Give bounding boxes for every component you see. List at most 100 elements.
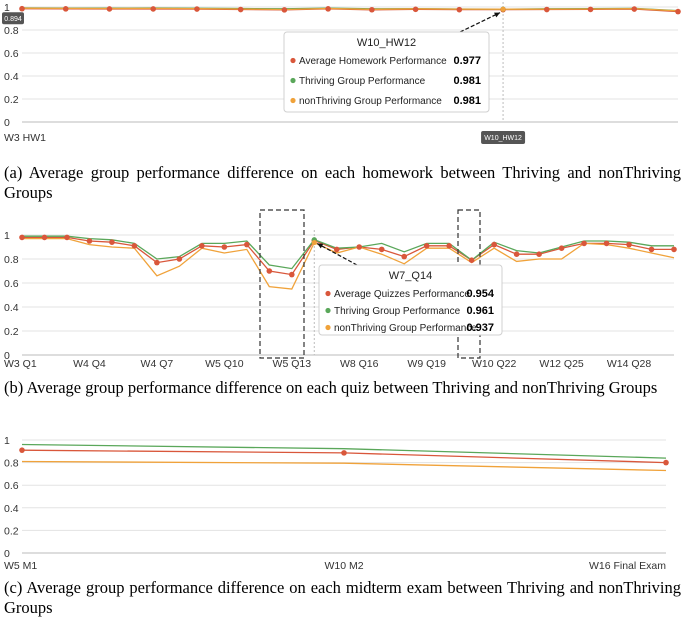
series-line-2 <box>22 237 675 290</box>
tooltip-box <box>283 31 490 113</box>
x-hover-badge-text: W10_HW12 <box>484 135 522 142</box>
data-point <box>675 8 681 15</box>
x-tick-label: W4 Q7 <box>141 358 174 370</box>
data-point <box>199 243 205 249</box>
y-tick-label: 0.8 <box>4 458 19 470</box>
tooltip-arrow-head <box>317 243 324 249</box>
data-point <box>456 6 463 13</box>
x-tick-label: W5 M1 <box>4 560 37 572</box>
data-point <box>106 6 113 12</box>
data-point <box>341 450 347 456</box>
data-point <box>356 244 363 250</box>
data-point <box>468 257 475 263</box>
data-point <box>671 246 677 253</box>
quiz-performance-chart: 0 0.2 0.4 0.6 0.8 1 W3 Q1 W4 Q4 W4 Q7 W5 Q10 W5 Q1… <box>4 209 677 370</box>
series-line-2 <box>21 460 667 472</box>
data-point <box>513 251 520 257</box>
x-tick-label: W10 Q22 <box>472 358 517 370</box>
data-point <box>581 240 587 247</box>
data-point <box>19 447 25 453</box>
data-point <box>631 6 638 12</box>
x-tick-label: W3 Q1 <box>4 358 37 370</box>
tooltip-label: Thriving Group Performance <box>299 76 426 87</box>
tooltip-marker <box>290 77 296 84</box>
data-point <box>281 7 288 13</box>
data-point <box>244 241 250 248</box>
data-point <box>536 251 542 257</box>
data-point <box>19 234 25 241</box>
tooltip-title: W7_Q14 <box>389 270 432 282</box>
x-tick-label: W5 Q10 <box>205 358 244 370</box>
data-point <box>587 6 594 13</box>
hover-point <box>500 6 506 12</box>
data-point <box>648 246 655 253</box>
tooltip-label: Average Homework Performance <box>299 56 447 67</box>
x-tick-label: W9 Q19 <box>407 358 446 370</box>
tooltip-value: 0.954 <box>466 288 494 300</box>
data-point <box>401 253 408 260</box>
y-tick-label: 0 <box>4 350 10 362</box>
data-point <box>176 256 183 262</box>
data-point <box>288 271 295 278</box>
tooltip-marker <box>290 57 296 64</box>
tooltip-label: Thriving Group Performance <box>334 306 461 317</box>
data-point <box>378 246 385 253</box>
data-point <box>491 241 497 248</box>
data-point <box>109 239 115 245</box>
data-point <box>86 238 93 244</box>
x-tick-label: W14 Q28 <box>607 358 652 370</box>
data-point <box>41 234 48 241</box>
tooltip-arrow <box>459 12 501 33</box>
y-tick-label: 1 <box>4 435 10 447</box>
y-tick-label: 0.2 <box>4 94 19 106</box>
y-tick-label: 1 <box>4 2 10 14</box>
tooltip-marker <box>325 324 331 331</box>
data-point <box>64 234 70 241</box>
x-hover-badge <box>481 131 526 144</box>
x-tick-label: W3 HW1 <box>4 132 46 144</box>
y-tick-label: 0.2 <box>4 525 19 537</box>
data-point <box>663 459 669 466</box>
data-point <box>266 268 273 274</box>
highlight-box <box>259 209 305 359</box>
tooltip-box <box>318 264 503 336</box>
tooltip-label: nonThriving Group Performance <box>299 96 442 107</box>
tooltip-value: 0.961 <box>466 305 494 317</box>
tooltip-arrow <box>316 242 358 266</box>
data-point <box>558 245 565 251</box>
x-tick-label: W12 Q25 <box>539 358 584 370</box>
caption-c: (c) Average group performance difference… <box>4 578 681 617</box>
data-point <box>150 6 156 12</box>
y-tick-label: 0.8 <box>4 254 19 266</box>
exam-performance-chart: 0 0.2 0.4 0.6 0.8 1 W5 M1 W10 M2 W16 Final Exam <box>4 435 669 572</box>
y-tick-label: 0.4 <box>4 302 19 314</box>
data-point <box>194 6 200 12</box>
tooltip-arrow-head <box>494 12 501 18</box>
caption-a: (a) Average group performance difference… <box>4 163 681 202</box>
y-tick-label: 0.4 <box>4 503 19 515</box>
y-tick-label: 0.6 <box>4 48 19 60</box>
data-point <box>423 243 430 249</box>
data-point <box>446 243 452 249</box>
y-tick-label: 0.4 <box>4 71 19 83</box>
data-point <box>626 241 632 248</box>
data-point <box>62 6 69 12</box>
tooltip-title: W10_HW12 <box>357 37 416 49</box>
tooltip-value: 0.937 <box>466 322 494 334</box>
y-tick-label: 1 <box>4 230 10 242</box>
y-tick-label: 0.6 <box>4 278 19 290</box>
data-point <box>237 6 244 13</box>
y-tick-label: 0 <box>4 548 10 560</box>
x-tick-label: W8 Q16 <box>340 358 379 370</box>
y-tick-label: 0.2 <box>4 326 19 338</box>
data-point <box>19 5 25 12</box>
tooltip-marker <box>290 97 296 104</box>
series-line-1 <box>21 443 667 459</box>
x-tick-label: W4 Q4 <box>73 358 106 370</box>
x-tick-label: W10 M2 <box>324 560 363 572</box>
homework-performance-chart: 0 0.2 0.4 0.6 0.8 1 W3 HW1 0.894 W10_HW12 W10_HW1… <box>2 2 681 144</box>
data-point <box>412 6 419 13</box>
series-line-2 <box>21 7 679 12</box>
data-point <box>603 240 610 247</box>
tooltip-label: Average Quizzes Performance <box>334 289 470 300</box>
